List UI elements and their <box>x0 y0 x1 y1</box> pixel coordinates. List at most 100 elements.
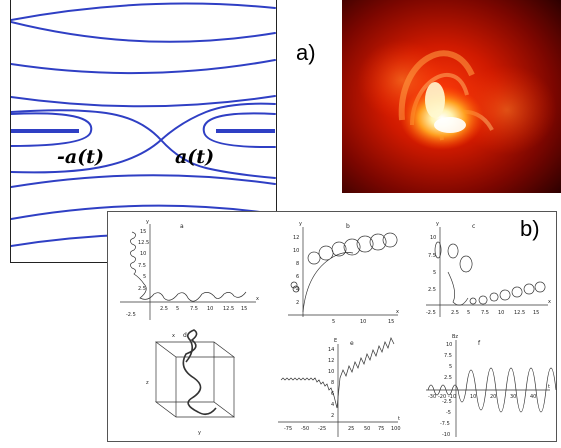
right-xpoint-label: a(t) <box>175 146 215 168</box>
tick-label: 12.5 <box>223 306 234 312</box>
subplot-a-ylabel: y <box>146 219 149 225</box>
tick-label: 15 <box>140 229 146 235</box>
tick-label: 5 <box>449 364 452 370</box>
tick-label: -7.5 <box>440 421 450 427</box>
tick-label: 5 <box>433 270 436 276</box>
subplot-f-xlabel: t <box>548 384 550 390</box>
tick-label: 10 <box>293 248 299 254</box>
field-line-bottom-2 <box>11 204 276 220</box>
tick-label: 100 <box>391 426 401 432</box>
tick-label: -10 <box>442 432 450 438</box>
panel-a-tag: a) <box>296 40 316 65</box>
tick-label: 50 <box>364 426 370 432</box>
tick-label: 5 <box>467 310 470 316</box>
subplot-d-zlabel: z <box>146 380 149 386</box>
tick-label: 75 <box>378 426 384 432</box>
tick-label: 10 <box>140 251 146 257</box>
tick-label: 7.5 <box>481 310 489 316</box>
tick-label: -25 <box>318 426 326 432</box>
tick-label: 6 <box>331 391 334 397</box>
tick-label: -2.5 <box>442 399 452 405</box>
tick-label: 7.5 <box>428 253 436 259</box>
tick-label: 8 <box>296 261 299 267</box>
tick-label: -75 <box>284 426 292 432</box>
tick-label: 12 <box>293 235 299 241</box>
tick-label: 4 <box>296 287 299 293</box>
tick-label: 12.5 <box>138 240 149 246</box>
solar-flare-image <box>342 0 561 193</box>
tick-label: 5 <box>143 274 146 280</box>
tick-label: 2.5 <box>138 286 146 292</box>
tick-label: 4 <box>331 402 334 408</box>
tick-label: 2.5 <box>428 287 436 293</box>
tick-label: -2.5 <box>126 312 136 318</box>
tick-label: 5 <box>332 319 335 325</box>
tick-label: -2.5 <box>426 310 436 316</box>
subplot-d-letter: d <box>183 332 187 339</box>
tick-label: 2.5 <box>451 310 459 316</box>
subplot-f-ylabel: Bz <box>452 334 458 340</box>
tick-label: 6 <box>296 274 299 280</box>
tick-label: 10 <box>360 319 366 325</box>
field-lines-svg <box>11 2 276 247</box>
tick-label: 2.5 <box>444 375 452 381</box>
field-line-bottom-1 <box>11 174 276 188</box>
subplot-d-ylabel: y <box>198 430 201 436</box>
tick-label: 7.5 <box>138 263 146 269</box>
trajectory-f <box>427 367 557 413</box>
trajectory-e <box>280 337 395 409</box>
tick-label: 2 <box>296 300 299 306</box>
tick-label: -10 <box>448 394 456 400</box>
flare-picture <box>342 0 561 193</box>
tick-label: 15 <box>533 310 539 316</box>
field-line-top-4 <box>11 95 276 108</box>
tick-label: 12 <box>328 358 334 364</box>
trajectory-b <box>290 232 398 313</box>
tick-label: -5 <box>446 410 451 416</box>
tick-label: 12.5 <box>514 310 525 316</box>
field-line-top-1 <box>11 2 276 21</box>
tick-label: 10 <box>430 235 436 241</box>
trajectory-c <box>434 241 546 306</box>
tick-label: 10 <box>328 369 334 375</box>
tick-label: 30 <box>510 394 516 400</box>
tick-label: 10 <box>470 394 476 400</box>
tick-label: -30 <box>428 394 436 400</box>
subplot-b-letter: b <box>346 223 350 230</box>
tick-label: 20 <box>490 394 496 400</box>
field-line-top-2 <box>11 21 276 43</box>
subplot-e-letter: e <box>350 340 354 347</box>
trajectory-d <box>182 329 217 416</box>
subplot-c-ylabel: y <box>436 221 439 227</box>
tick-label: 7.5 <box>444 353 452 359</box>
field-line-top-3 <box>11 59 276 75</box>
tick-label: 2 <box>331 413 334 419</box>
tick-label: 5 <box>176 306 179 312</box>
subplot-e-ylabel: E <box>334 338 337 344</box>
tick-label: 2.5 <box>160 306 168 312</box>
subplot-f-letter: f <box>478 340 481 347</box>
left-xpoint-label: -a(t) <box>57 146 104 168</box>
tick-label: 8 <box>331 380 334 386</box>
field-line-left-loop <box>11 112 93 147</box>
tick-label: -20 <box>438 394 446 400</box>
field-line-separatrix-2 <box>11 102 276 174</box>
tick-label: 10 <box>498 310 504 316</box>
subplot-e-xlabel: t <box>398 416 400 422</box>
subplot-c-xlabel: x <box>548 299 551 305</box>
trajectory-plots-svg: a b c d e f y x y x y x x y z E t Bz t 1… <box>120 219 557 438</box>
subplot-b-ylabel: y <box>299 221 302 227</box>
tick-label: 15 <box>241 306 247 312</box>
tick-label: 10 <box>446 342 452 348</box>
tick-label: 7.5 <box>190 306 198 312</box>
tick-label: -50 <box>301 426 309 432</box>
subplot-d-xlabel: x <box>172 333 175 339</box>
trajectory-a <box>130 231 247 302</box>
subplot-a-xlabel: x <box>256 296 259 302</box>
panel-b-tag: b) <box>520 216 540 241</box>
tick-label: 25 <box>348 426 354 432</box>
subplot-b-xlabel: x <box>396 309 399 315</box>
field-line-right-loop <box>202 112 276 149</box>
subplot-c-letter: c <box>472 223 475 230</box>
trajectory-plots-panel: b) a b <box>107 211 557 442</box>
